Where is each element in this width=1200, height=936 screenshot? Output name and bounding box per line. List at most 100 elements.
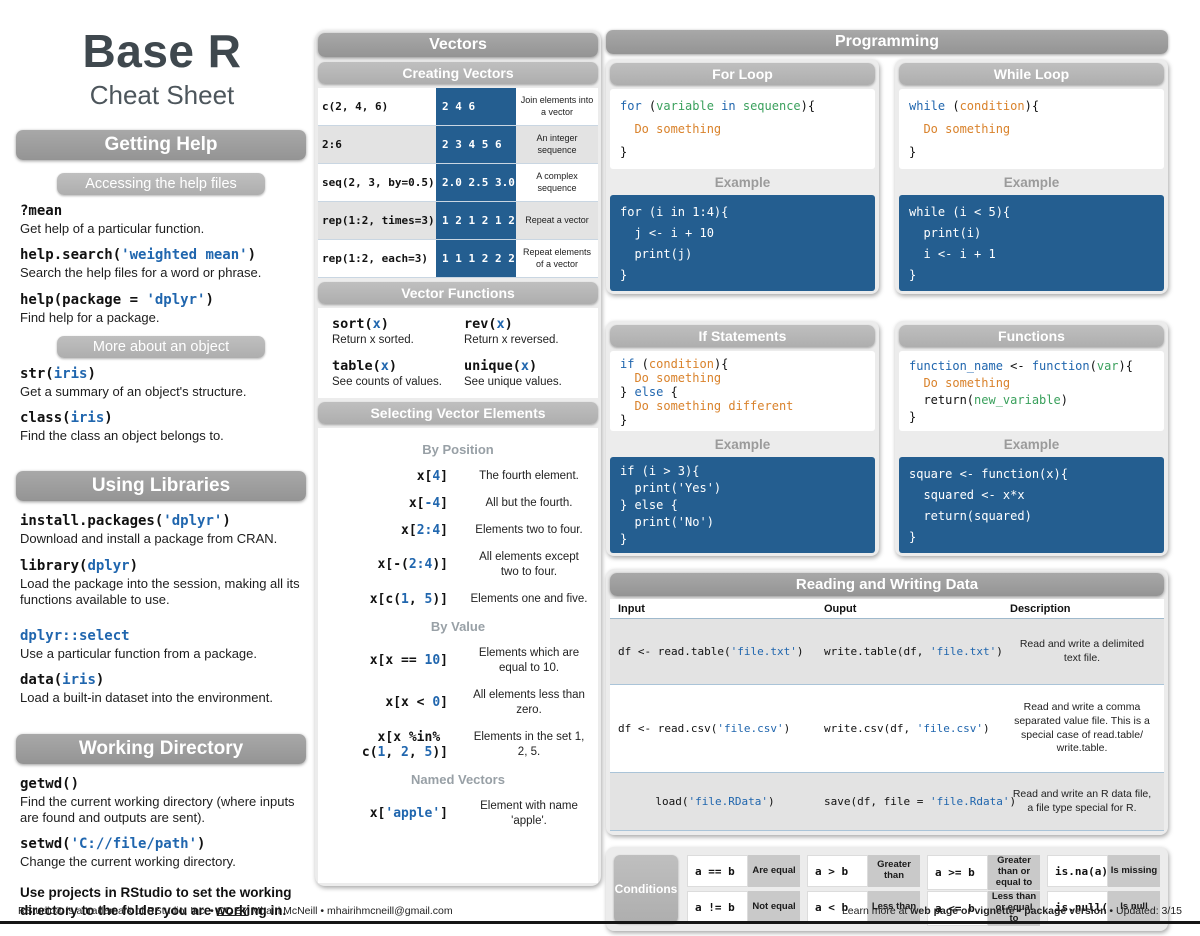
- code-snippet: install.packages('dplyr'): [20, 513, 231, 530]
- for-loop-panel: For Loop for (variable in sequence){ Do …: [606, 59, 879, 294]
- example-label: Example: [714, 175, 771, 190]
- code-cell: seq(2, 3, by=0.5): [322, 176, 435, 189]
- code-snippet: data(iris): [20, 672, 105, 689]
- getting-help-body: Accessing the help files ?mean Get help …: [16, 160, 306, 456]
- selector-row: x[4] The fourth element.: [318, 469, 598, 484]
- output-cell: 2 3 4 5 6: [436, 126, 516, 163]
- updated-text: • Updated: 3/15: [1106, 905, 1182, 917]
- selector-row: x[x < 0] All elements less than zero.: [318, 688, 598, 718]
- condition-pair: is.null(a) Is null: [1047, 891, 1160, 923]
- selector-row: x[-4] All but the fourth.: [318, 496, 598, 511]
- subsection-if-statements: If Statements: [610, 325, 875, 347]
- cc-by-link[interactable]: CC BY: [216, 905, 249, 917]
- selector-row: x[x == 10] Elements which are equal to 1…: [318, 646, 598, 676]
- code-snippet: library(dplyr): [20, 557, 139, 574]
- selector-row: x['apple'] Element with name 'apple'.: [318, 799, 598, 829]
- masthead: Base R Cheat Sheet: [18, 24, 306, 111]
- footer-left: RStudio® is a trademark of RStudio, Inc.…: [18, 905, 453, 917]
- function-item: sort(x) Return x sorted.: [332, 316, 464, 346]
- subsection-for-loop: For Loop: [610, 63, 875, 85]
- code-snippet: x[-4]: [408, 496, 448, 511]
- author-text: Mhairi McNeill •: [248, 905, 328, 917]
- description-cell: Read and write a comma separated value f…: [1014, 701, 1150, 755]
- section-header-working-directory: Working Directory: [16, 733, 306, 764]
- table-row: load('file.RData') save(df, file = 'file…: [610, 773, 1164, 831]
- input-code-cell: df <- read.table('file.txt'): [618, 645, 804, 658]
- code-description: All elements except two to four.: [479, 551, 579, 578]
- code-snippet: x[x %in% c(1, 2, 5)]: [361, 729, 448, 760]
- code-cell: rep(1:2, each=3): [322, 252, 428, 265]
- author-email-link[interactable]: mhairihmcneill@gmail.com: [327, 905, 453, 917]
- column-header-input: Input: [618, 603, 645, 615]
- condition-code: a != b: [687, 891, 749, 923]
- description-cell: Join elements into a vector: [520, 95, 594, 117]
- code-snippet: help.search('weighted mean'): [20, 247, 257, 264]
- condition-description: Are equal: [748, 855, 800, 887]
- code-description: Load a built-in dataset into the environ…: [20, 690, 273, 706]
- code-snippet: ?mean: [20, 203, 63, 219]
- page-subtitle: Cheat Sheet: [89, 80, 235, 110]
- code-cell: 2:6: [322, 138, 342, 151]
- conditions-panel: Conditions a == b Are equal a > b Greate…: [606, 847, 1168, 931]
- while-loop-syntax: while (condition){ Do something}: [899, 89, 1164, 169]
- functions-panel: Functions function_name <- function(var)…: [895, 321, 1168, 556]
- page-title: Base R: [82, 25, 242, 77]
- library-item: data(iris) Load a built-in dataset into …: [20, 672, 302, 706]
- package-version-link[interactable]: package version: [1024, 905, 1107, 917]
- footer-right: Learn more at web page or vignette • pac…: [842, 905, 1182, 917]
- code-snippet: setwd('C://file/path'): [20, 836, 206, 852]
- example-label: Example: [714, 437, 771, 452]
- input-code-cell: load('file.RData'): [655, 795, 775, 808]
- creating-vectors-table: c(2, 4, 6) 2 4 6 Join elements into a ve…: [318, 88, 598, 278]
- column-header-ouput: Ouput: [824, 603, 857, 615]
- code-description: Use a particular function from a package…: [20, 646, 258, 661]
- wd-item: setwd('C://file/path') Change the curren…: [20, 836, 302, 870]
- code-description: Search the help files for a word or phra…: [20, 265, 262, 281]
- description-cell: Read and write a delimited text file.: [1019, 637, 1145, 664]
- output-cell: 1 2 1 2 1 2: [436, 202, 516, 239]
- footer-separator: •: [1014, 905, 1025, 917]
- code-snippet: x[c(1, 5)]: [369, 591, 448, 607]
- description-cell: Read and write an R data file, a file ty…: [1012, 787, 1152, 814]
- code-description: The fourth element.: [479, 470, 579, 483]
- code-description: Element with name 'apple'.: [480, 799, 578, 827]
- section-header-vectors: Vectors: [318, 33, 598, 57]
- selector-row: x[c(1, 5)] Elements one and five.: [318, 592, 598, 607]
- condition-pair: a != b Not equal: [687, 891, 800, 923]
- output-cell: 2.0 2.5 3.0: [436, 164, 516, 201]
- webpage-vignette-link[interactable]: web page or vignette: [910, 905, 1015, 917]
- using-libraries-body: install.packages('dplyr') Download and i…: [16, 501, 306, 718]
- if-statements-panel: If Statements if (condition){ Do somethi…: [606, 321, 879, 556]
- help-item: class(iris) Find the class an object bel…: [20, 410, 302, 444]
- code-description: See unique values.: [464, 376, 562, 388]
- output-code-cell: save(df, file = 'file.Rdata'): [824, 795, 1017, 808]
- library-item: library(dplyr) Load the package into the…: [20, 558, 302, 609]
- example-label: Example: [1003, 437, 1060, 452]
- code-cell: c(2, 4, 6): [322, 100, 389, 113]
- code-description: Return x reversed.: [464, 334, 559, 346]
- table-row: df <- read.table('file.txt') write.table…: [610, 619, 1164, 685]
- description-cell: Repeat a vector: [525, 214, 589, 225]
- code-snippet: x[x < 0]: [385, 695, 448, 711]
- wd-item: getwd() Find the current working directo…: [20, 776, 302, 827]
- code-description: Change the current working directory.: [20, 854, 236, 869]
- page-bottom-rule: [0, 921, 1200, 924]
- description-cell: Repeat elements of a vector: [522, 247, 592, 269]
- condition-code: a <= b: [927, 891, 989, 926]
- condition-description: Less than or equal to: [988, 891, 1040, 926]
- vectors-panel: Vectors Creating Vectors c(2, 4, 6) 2 4 …: [315, 30, 601, 886]
- section-getting-help: Getting Help Accessing the help files ?m…: [16, 130, 306, 456]
- condition-code: a > b: [807, 855, 869, 887]
- selecting-elements-box: By Position x[4] The fourth element. x[-…: [318, 428, 598, 883]
- table-row: df <- read.csv('file.csv') write.csv(df,…: [610, 685, 1164, 773]
- if-statements-example: if (i > 3){ print('Yes')} else { print('…: [610, 457, 875, 553]
- code-description: Return x sorted.: [332, 334, 414, 346]
- subsection-accessing-help-files: Accessing the help files: [57, 173, 265, 195]
- code-snippet: x[4]: [416, 469, 448, 484]
- code-snippet: x[x == 10]: [369, 653, 448, 669]
- code-description: All elements less than zero.: [473, 688, 585, 716]
- code-snippet: str(iris): [20, 365, 96, 382]
- code-description: Elements in the set 1, 2, 5.: [473, 730, 585, 758]
- reading-writing-data-panel: Reading and Writing Data Input Ouput Des…: [606, 569, 1168, 835]
